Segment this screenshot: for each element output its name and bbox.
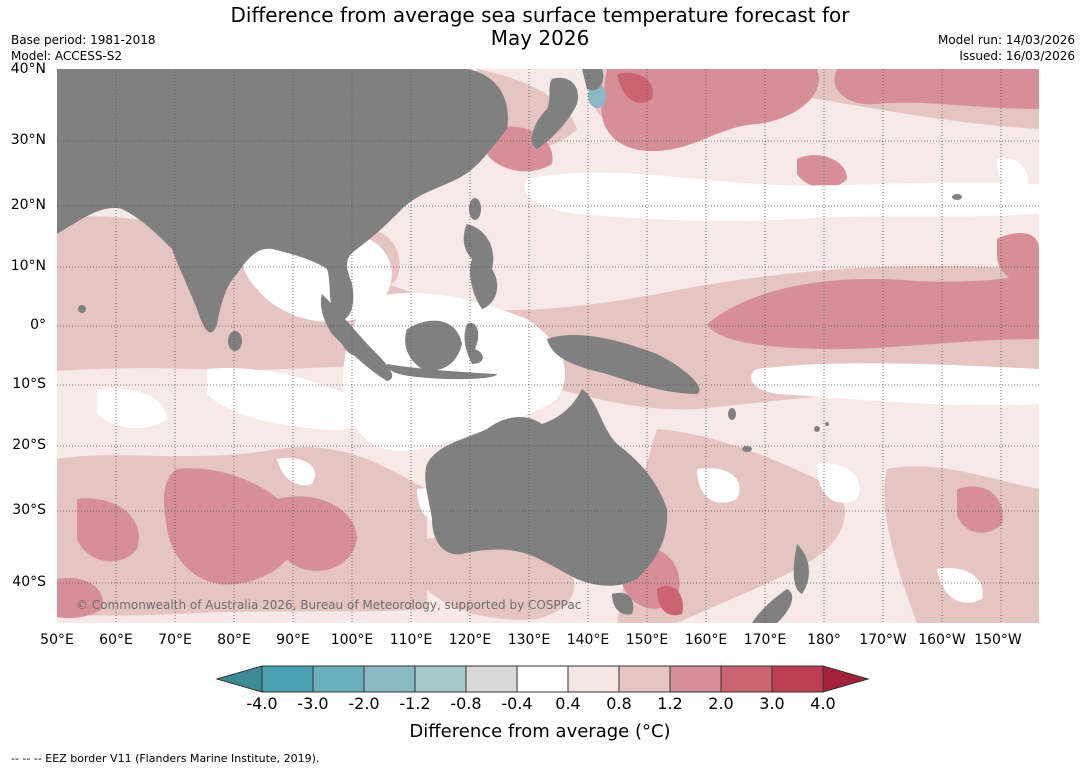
map-title-line2: May 2026	[490, 26, 590, 50]
colorbar-swatch	[312, 665, 365, 693]
land-layer	[57, 69, 962, 623]
colorbar-tick: -0.8	[450, 694, 482, 713]
colorbar-tick: -3.0	[297, 694, 329, 713]
colorbar-swatch-max	[822, 665, 870, 693]
colorbar-title: Difference from average (°C)	[409, 721, 671, 742]
lon-label: 170°E	[743, 632, 787, 648]
colorbar-tick: 0.8	[606, 694, 632, 713]
colorbar-tick: 4.0	[810, 694, 836, 713]
lat-label: 20°S	[12, 437, 46, 453]
colorbar-tick: 0.4	[555, 694, 581, 713]
graticule	[57, 69, 1039, 623]
lat-label: 10°N	[10, 258, 46, 274]
colorbar-tick: 1.2	[657, 694, 683, 713]
lon-label: 60°E	[99, 632, 133, 648]
colorbar-swatch	[567, 665, 620, 693]
lon-label: 100°E	[330, 632, 374, 648]
colorbar-swatch	[516, 665, 569, 693]
colorbar-tick: -0.4	[501, 694, 533, 713]
lon-label: 90°E	[276, 632, 310, 648]
colorbar-tick: 3.0	[759, 694, 785, 713]
lon-label: 140°E	[566, 632, 610, 648]
map-title-line1: Difference from average sea surface temp…	[230, 3, 850, 27]
colorbar-swatch	[618, 665, 671, 693]
map-svg	[57, 69, 1039, 623]
anomaly-layer-2.0	[617, 72, 683, 616]
lon-label: 170°W	[859, 632, 907, 648]
lon-label: 120°E	[448, 632, 492, 648]
colorbar-swatch	[771, 665, 824, 693]
colorbar-swatch	[720, 665, 773, 693]
model-run: Model run: 14/03/2026	[937, 33, 1075, 47]
lon-label: 70°E	[158, 632, 192, 648]
map-title: Difference from average sea surface temp…	[170, 4, 910, 50]
lon-label: 130°E	[507, 632, 551, 648]
colorbar-tick: -1.2	[399, 694, 431, 713]
lat-label: 40°S	[12, 574, 46, 590]
colorbar-swatch	[261, 665, 314, 693]
colorbar-tick: -2.0	[348, 694, 380, 713]
lat-label: 10°S	[12, 376, 46, 392]
lon-label: 50°E	[40, 632, 74, 648]
eez-footnote: -- -- -- EEZ border V11 (Flanders Marine…	[11, 752, 320, 765]
lat-label: 30°N	[10, 132, 46, 148]
lat-label: 40°N	[10, 61, 46, 77]
issued-date: Issued: 16/03/2026	[959, 49, 1075, 63]
model-name: Model: ACCESS-S2	[11, 49, 123, 63]
sst-anomaly-map: © Commonwealth of Australia 2026, Bureau…	[57, 69, 1039, 623]
colorbar-tick: 2.0	[708, 694, 734, 713]
colorbar-swatch	[669, 665, 722, 693]
meta-right: Model run: 14/03/2026 Issued: 16/03/2026	[938, 32, 1075, 64]
colorbar	[216, 665, 870, 693]
base-period: Base period: 1981-2018	[11, 33, 156, 47]
lon-label: 150°E	[625, 632, 669, 648]
lon-label: 110°E	[389, 632, 433, 648]
lon-label: 160°E	[684, 632, 728, 648]
meta-left: Base period: 1981-2018 Model: ACCESS-S2	[11, 32, 156, 64]
lat-label: 0°	[30, 317, 46, 333]
lon-label: 150°W	[974, 632, 1022, 648]
colorbar-swatch	[363, 665, 416, 693]
copyright-notice: © Commonwealth of Australia 2026, Bureau…	[76, 598, 582, 612]
lon-label: 180°	[807, 632, 841, 648]
lat-label: 30°S	[12, 502, 46, 518]
colorbar-swatch	[414, 665, 467, 693]
colorbar-swatch-min	[216, 665, 263, 693]
colorbar-tick: -4.0	[246, 694, 278, 713]
colorbar-swatch	[465, 665, 518, 693]
lon-label: 160°W	[918, 632, 966, 648]
lon-label: 80°E	[217, 632, 251, 648]
lat-label: 20°N	[10, 197, 46, 213]
